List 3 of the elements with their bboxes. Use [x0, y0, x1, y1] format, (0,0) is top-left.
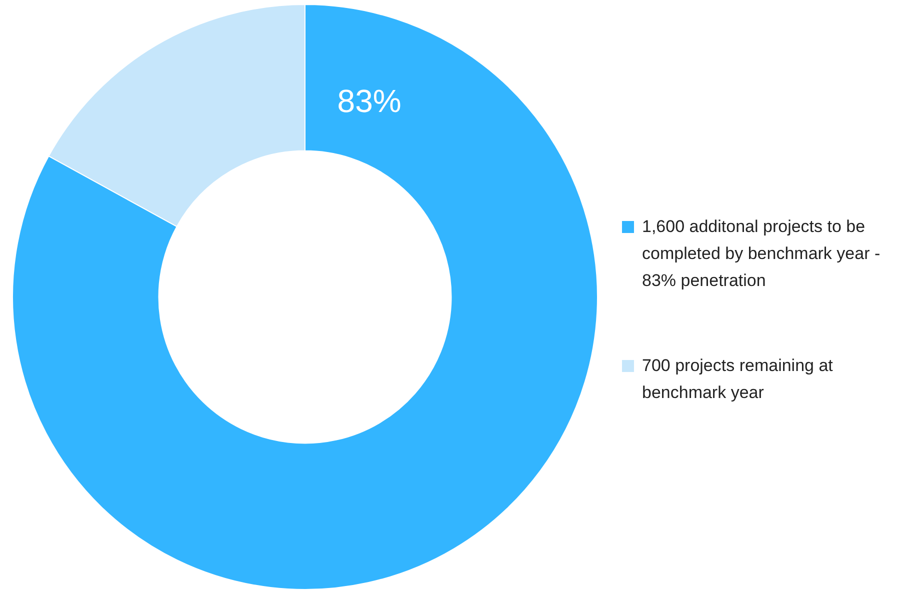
legend-label: 700 projects remaining at benchmark year — [642, 355, 834, 404]
data-label: 83% — [337, 82, 402, 119]
legend-label: 1,600 additonal projects to be completed by benchmark year - 83% penetration — [642, 216, 882, 292]
